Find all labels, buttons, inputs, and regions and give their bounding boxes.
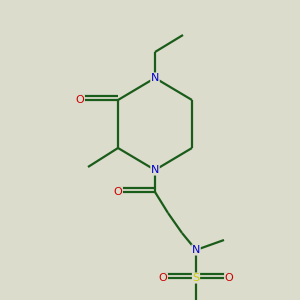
Text: O: O [225,273,233,283]
Text: N: N [151,165,159,175]
Text: O: O [76,95,84,105]
Text: O: O [114,187,122,197]
Text: N: N [151,73,159,83]
Text: S: S [192,273,200,283]
Text: N: N [192,245,200,255]
Text: O: O [159,273,167,283]
